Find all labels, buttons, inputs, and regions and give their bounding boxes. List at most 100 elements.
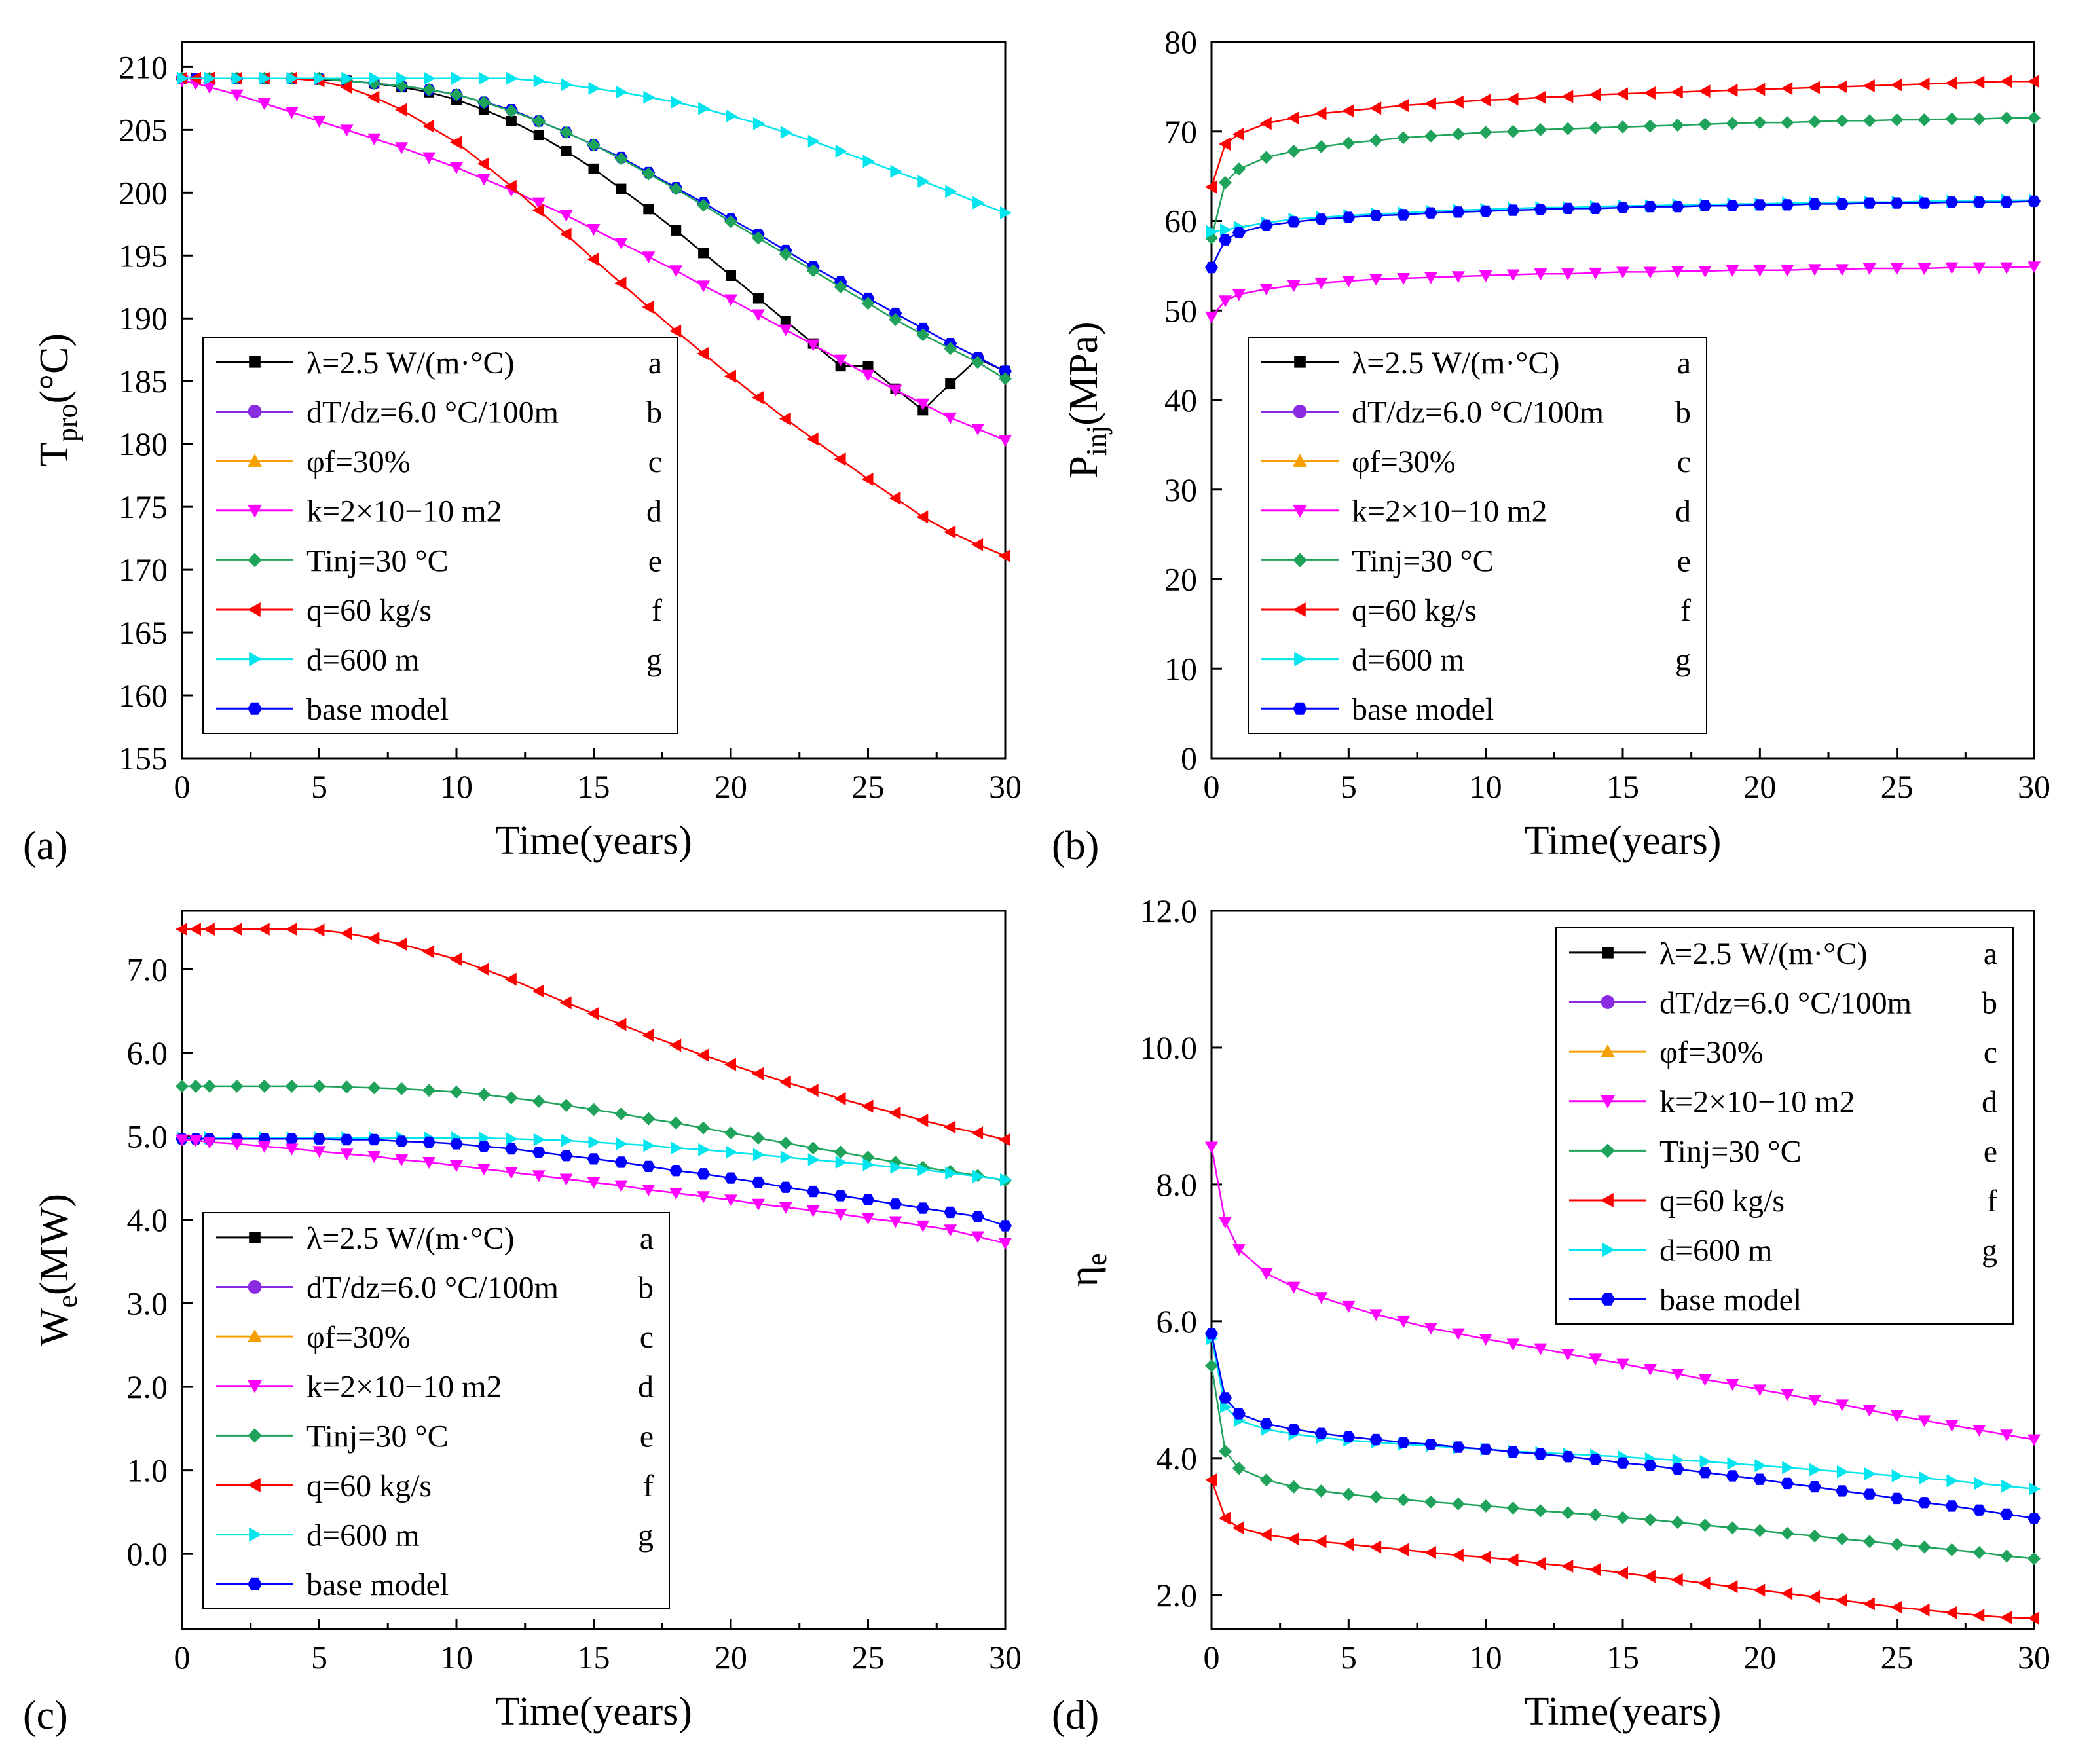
data-point (559, 996, 572, 1010)
x-tick-label: 20 (714, 768, 747, 805)
data-point (861, 472, 874, 486)
data-point (1781, 1526, 1794, 1540)
legend-marker (248, 702, 262, 715)
data-point (807, 1153, 820, 1167)
data-point (587, 1006, 599, 1020)
data-point (834, 1209, 847, 1221)
data-point (1424, 272, 1437, 284)
data-point (616, 1137, 628, 1150)
data-point (2000, 196, 2014, 208)
y-tick-label: 40 (1164, 382, 1197, 418)
data-point (1232, 1408, 1246, 1420)
data-point (1369, 274, 1383, 286)
x-tick-label: 30 (2018, 768, 2050, 805)
legend-code: f (1987, 1184, 1997, 1219)
data-point (1451, 1441, 1465, 1453)
data-point (285, 1079, 299, 1093)
data-point (1616, 202, 1629, 213)
series-e (176, 1079, 1012, 1188)
series-e (1205, 111, 2041, 245)
legend-code: d (1675, 494, 1691, 529)
data-point (1506, 1553, 1519, 1567)
legend-label: dT/dz=6.0 °C/100m (306, 1270, 559, 1305)
data-point (561, 1133, 573, 1147)
y-axis-title-sub: pro (51, 403, 83, 442)
legend-marker (248, 454, 262, 467)
data-point (1589, 267, 1602, 280)
legend-label: base model (1659, 1283, 1802, 1317)
data-point (1589, 1563, 1601, 1577)
data-point (1699, 1455, 1712, 1469)
data-point (504, 972, 517, 986)
legend-marker (248, 1329, 262, 1342)
data-point (780, 316, 791, 327)
data-point (1643, 266, 1657, 279)
data-point (1808, 264, 1822, 276)
data-point (367, 133, 381, 145)
y-tick-label: 10.0 (1140, 1029, 1198, 1066)
data-point (1862, 114, 1876, 128)
data-point (1782, 1461, 1794, 1475)
data-point (614, 1156, 628, 1168)
data-point (1205, 1359, 1218, 1372)
data-point (1616, 120, 1629, 134)
data-point (1671, 1516, 1684, 1530)
data-point (257, 1141, 271, 1153)
data-point (806, 1185, 820, 1198)
data-point (1890, 78, 1902, 92)
data-point (999, 1238, 1012, 1250)
data-point (202, 1137, 216, 1149)
y-tick-label: 5.0 (127, 1118, 168, 1154)
data-point (944, 525, 956, 539)
data-point (1616, 1566, 1628, 1580)
legend-label: k=2×10−10 m2 (306, 494, 502, 529)
data-point (999, 549, 1010, 562)
data-point (1451, 271, 1465, 284)
data-point (1314, 1484, 1328, 1498)
data-point (559, 1150, 573, 1162)
data-point (1671, 201, 1684, 213)
data-point (1259, 117, 1272, 130)
data-point (669, 182, 683, 196)
data-point (889, 491, 901, 505)
data-point (1589, 202, 1602, 214)
series-d (1205, 1141, 2041, 1446)
legend-marker (1293, 454, 1307, 467)
series-g (1206, 1331, 2041, 1496)
data-point (1862, 1597, 1875, 1611)
data-point (532, 197, 546, 210)
data-point (614, 238, 628, 250)
data-point (1218, 1392, 1232, 1404)
data-point (559, 210, 573, 222)
legend-label: q=60 kg/s (1352, 593, 1477, 628)
data-point (1945, 112, 1959, 126)
data-point (587, 223, 601, 236)
x-tick-label: 30 (2018, 1639, 2050, 1676)
y-axis-title: We(MW) (32, 1194, 83, 1346)
x-tick-label: 30 (989, 768, 1022, 805)
legend-code: d (646, 494, 662, 529)
data-point (1589, 1454, 1602, 1465)
data-point (698, 1143, 711, 1156)
data-point (340, 81, 352, 94)
data-point (422, 1084, 436, 1097)
legend-code: f (1680, 593, 1691, 628)
y-tick-label: 165 (119, 614, 168, 651)
data-point (1643, 1363, 1657, 1376)
data-point (504, 104, 518, 118)
data-point (751, 1131, 765, 1145)
data-point (751, 1176, 765, 1188)
data-point (1232, 1244, 1246, 1257)
legend-label: d=600 m (1352, 643, 1464, 678)
data-point (1561, 268, 1575, 281)
data-point (2000, 75, 2012, 88)
y-axis-title-sub: inj (1081, 426, 1113, 456)
data-point (671, 1141, 683, 1155)
legend: λ=2.5 W/(m·°C) a dT/dz=6.0 °C/100m b φf=30% c… (202, 1212, 670, 1609)
data-point (1451, 206, 1465, 218)
data-point (834, 280, 847, 294)
data-point (1424, 207, 1437, 219)
data-point (1671, 1369, 1684, 1381)
data-point (1314, 277, 1328, 289)
